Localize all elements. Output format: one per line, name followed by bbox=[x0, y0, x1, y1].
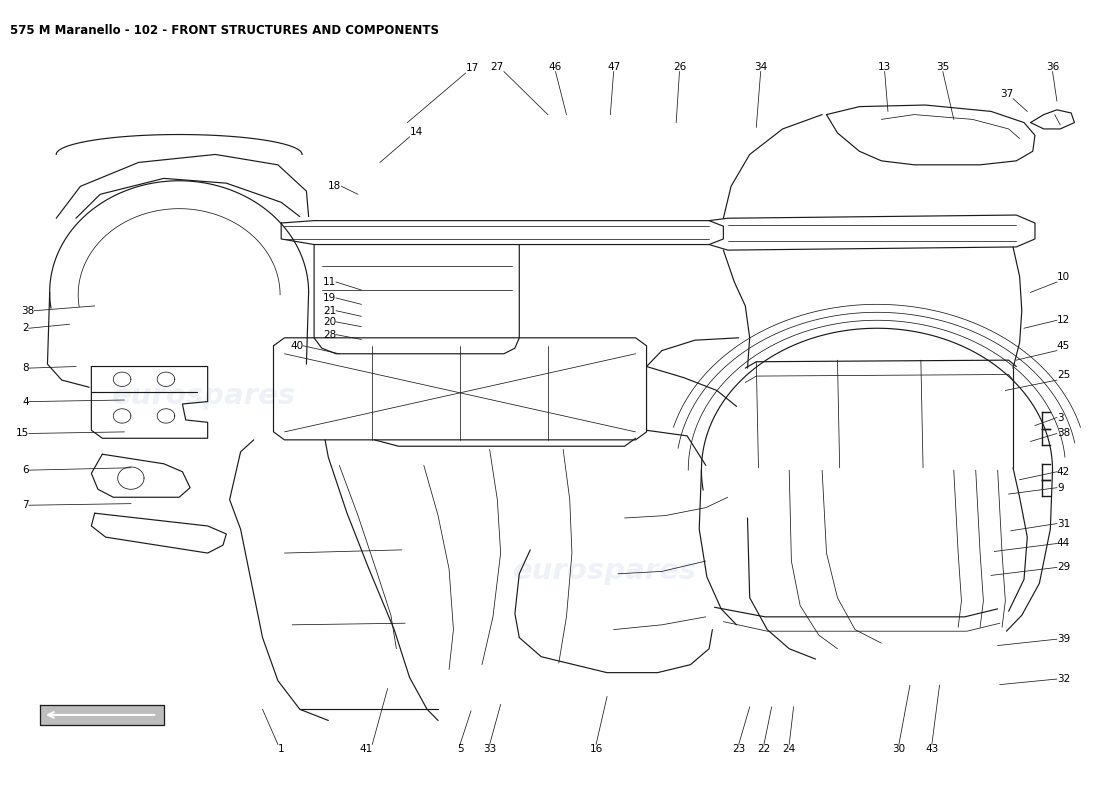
Text: eurospares: eurospares bbox=[513, 558, 697, 586]
Text: 5: 5 bbox=[456, 744, 463, 754]
Text: 23: 23 bbox=[733, 744, 746, 754]
Text: 37: 37 bbox=[1000, 89, 1013, 98]
Text: 41: 41 bbox=[359, 744, 372, 754]
Text: 39: 39 bbox=[1057, 634, 1070, 644]
Text: 30: 30 bbox=[892, 744, 905, 754]
Text: 18: 18 bbox=[328, 182, 341, 191]
Text: 575 M Maranello - 102 - FRONT STRUCTURES AND COMPONENTS: 575 M Maranello - 102 - FRONT STRUCTURES… bbox=[10, 24, 439, 37]
Text: 20: 20 bbox=[323, 317, 336, 327]
Text: 44: 44 bbox=[1057, 538, 1070, 549]
Text: 7: 7 bbox=[22, 500, 29, 510]
Text: 13: 13 bbox=[878, 62, 891, 71]
Text: 28: 28 bbox=[322, 330, 335, 340]
Polygon shape bbox=[40, 705, 164, 726]
Text: 3: 3 bbox=[1057, 413, 1064, 422]
Text: eurospares: eurospares bbox=[112, 382, 297, 410]
Text: 27: 27 bbox=[491, 62, 504, 71]
Text: 45: 45 bbox=[1057, 341, 1070, 350]
Text: 11: 11 bbox=[322, 277, 335, 287]
Text: 16: 16 bbox=[590, 744, 603, 754]
Text: 26: 26 bbox=[673, 62, 686, 71]
Text: 33: 33 bbox=[483, 744, 496, 754]
Text: 2: 2 bbox=[22, 323, 29, 334]
Text: 29: 29 bbox=[1057, 562, 1070, 573]
Text: 46: 46 bbox=[549, 62, 562, 71]
Text: 38: 38 bbox=[21, 306, 34, 316]
Text: 6: 6 bbox=[22, 465, 29, 475]
Text: 31: 31 bbox=[1057, 518, 1070, 529]
Text: 10: 10 bbox=[1057, 272, 1070, 282]
Text: 38: 38 bbox=[1057, 429, 1070, 438]
Text: 4: 4 bbox=[22, 397, 29, 406]
Text: 24: 24 bbox=[782, 744, 795, 754]
Text: 43: 43 bbox=[925, 744, 938, 754]
Text: 19: 19 bbox=[322, 293, 335, 303]
Text: 36: 36 bbox=[1046, 62, 1059, 71]
Text: 25: 25 bbox=[1057, 370, 1070, 380]
Text: 47: 47 bbox=[607, 62, 620, 71]
Text: 34: 34 bbox=[754, 62, 768, 71]
Text: 9: 9 bbox=[1057, 482, 1064, 493]
Text: 15: 15 bbox=[15, 429, 29, 438]
Text: 22: 22 bbox=[757, 744, 771, 754]
Text: 8: 8 bbox=[22, 363, 29, 373]
Text: 32: 32 bbox=[1057, 674, 1070, 684]
Text: 35: 35 bbox=[936, 62, 949, 71]
Text: 42: 42 bbox=[1057, 466, 1070, 477]
Text: 1: 1 bbox=[278, 744, 285, 754]
Text: 21: 21 bbox=[322, 306, 335, 316]
Text: 17: 17 bbox=[465, 63, 478, 73]
Text: 14: 14 bbox=[409, 127, 422, 137]
Text: 40: 40 bbox=[290, 341, 304, 350]
Text: 12: 12 bbox=[1057, 315, 1070, 326]
